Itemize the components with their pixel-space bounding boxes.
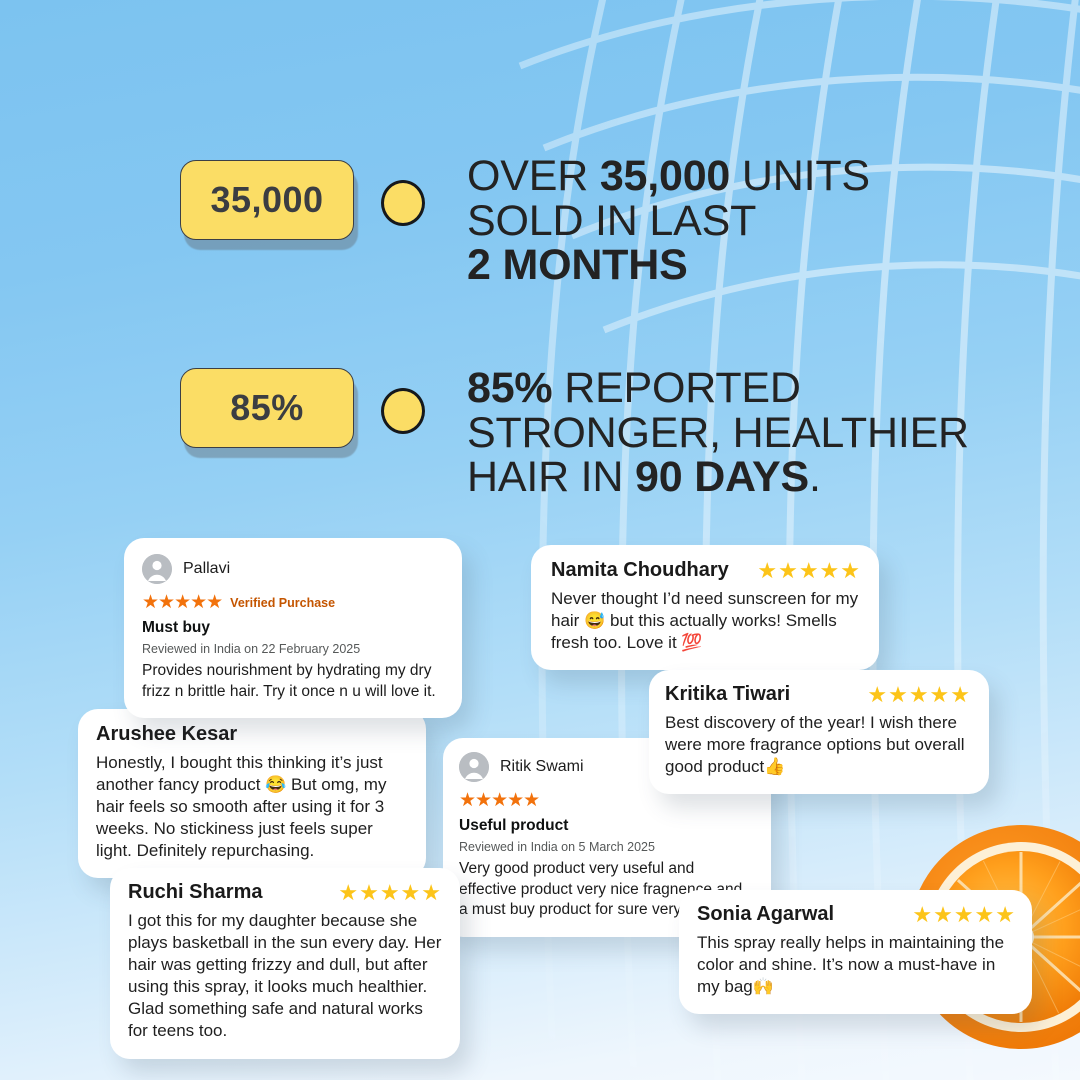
review-body: Best discovery of the year! I wish there… bbox=[665, 713, 965, 777]
reviewer-name: Kritika Tiwari bbox=[665, 683, 791, 705]
rating-row: ★★★★★ Verified Purchase bbox=[142, 593, 446, 612]
star-rating: ★★★★★ bbox=[757, 557, 861, 583]
percent-line2: STRONGER, HEALTHIER bbox=[467, 408, 969, 457]
percent-line1-strong: 85% bbox=[467, 364, 553, 412]
review-header: Pallavi bbox=[142, 554, 446, 584]
percent-headline: 85% REPORTED STRONGER, HEALTHIER HAIR IN… bbox=[467, 366, 969, 500]
review-card-namita[interactable]: Namita Choudhary ★★★★★ Never thought I’d… bbox=[531, 545, 879, 671]
star-rating: ★★★★★ bbox=[912, 901, 1016, 927]
star-rating: ★★★★★ bbox=[867, 681, 971, 707]
reviewer-name: Ritik Swami bbox=[500, 758, 584, 775]
reviewer-name: Pallavi bbox=[183, 560, 231, 577]
star-rating: ★★★★★ bbox=[142, 592, 223, 613]
review-body: This spray really helps in maintaining t… bbox=[697, 933, 1005, 997]
review-body: Never thought I’d need sunscreen for my … bbox=[551, 589, 859, 653]
star-rating: ★★★★★ bbox=[459, 790, 540, 811]
review-body: Honestly, I bought this thinking it’s ju… bbox=[96, 753, 387, 861]
units-badge-value: 35,000 bbox=[210, 179, 324, 220]
verified-purchase-badge: Verified Purchase bbox=[230, 595, 336, 610]
review-meta: Reviewed in India on 5 March 2025 bbox=[459, 840, 655, 854]
review-header: Ruchi Sharma ★★★★★ bbox=[128, 881, 442, 904]
percent-line1-suffix: REPORTED bbox=[552, 364, 801, 412]
star-rating: ★★★★★ bbox=[338, 879, 442, 905]
review-title: Useful product bbox=[459, 817, 569, 834]
stat-badge-wrap: 35,000 bbox=[180, 160, 358, 250]
review-body: I got this for my daughter because she p… bbox=[128, 911, 442, 1041]
avatar-icon bbox=[459, 752, 489, 782]
review-card-arushee[interactable]: Arushee Kesar Honestly, I bought this th… bbox=[78, 709, 426, 879]
review-header: Arushee Kesar bbox=[96, 723, 408, 746]
review-header: Sonia Agarwal ★★★★★ bbox=[697, 903, 1016, 926]
reviewer-name: Sonia Agarwal bbox=[697, 903, 835, 925]
review-card-ruchi[interactable]: Ruchi Sharma ★★★★★ I got this for my dau… bbox=[110, 868, 460, 1059]
review-card-sonia[interactable]: Sonia Agarwal ★★★★★ This spray really he… bbox=[679, 890, 1032, 1015]
review-header: Namita Choudhary ★★★★★ bbox=[551, 559, 861, 582]
units-headline: OVER 35,000 UNITS SOLD IN LAST 2 MONTHS bbox=[467, 154, 870, 288]
percent-line3-prefix: HAIR IN bbox=[467, 453, 636, 502]
percent-line3-suffix: . bbox=[808, 453, 821, 502]
units-badge: 35,000 bbox=[180, 160, 354, 240]
bullet-dot-icon bbox=[381, 388, 425, 434]
review-card-pallavi[interactable]: Pallavi ★★★★★ Verified Purchase Must buy… bbox=[124, 538, 462, 719]
stat-units-sold: 35,000 OVER 35,000 UNITS SOLD IN LAST 2 … bbox=[180, 154, 870, 288]
review-card-kritika[interactable]: Kritika Tiwari ★★★★★ Best discovery of t… bbox=[649, 670, 989, 795]
units-line3-strong: 2 MONTHS bbox=[467, 241, 688, 290]
review-body: Provides nourishment by hydrating my dry… bbox=[142, 662, 436, 700]
stat-badge-wrap: 85% bbox=[180, 368, 358, 458]
reviewer-name: Ruchi Sharma bbox=[128, 881, 263, 903]
reviewer-name: Namita Choudhary bbox=[551, 559, 729, 581]
units-line1-suffix: UNITS bbox=[730, 152, 870, 200]
units-line1-strong: 35,000 bbox=[599, 152, 731, 200]
review-meta: Reviewed in India on 22 February 2025 bbox=[142, 642, 361, 656]
percent-badge: 85% bbox=[180, 368, 354, 448]
stat-stronger-hair: 85% 85% REPORTED STRONGER, HEALTHIER HAI… bbox=[180, 366, 969, 500]
percent-badge-value: 85% bbox=[230, 387, 304, 428]
avatar-icon bbox=[142, 554, 172, 584]
review-header: Kritika Tiwari ★★★★★ bbox=[665, 683, 971, 706]
units-line1-prefix: OVER bbox=[467, 152, 600, 200]
bullet-dot-icon bbox=[381, 180, 425, 226]
percent-line3-strong: 90 DAYS bbox=[635, 453, 809, 502]
rating-row: ★★★★★ bbox=[459, 791, 755, 810]
review-title: Must buy bbox=[142, 619, 211, 636]
reviewer-name: Arushee Kesar bbox=[96, 723, 238, 745]
units-line2: SOLD IN LAST bbox=[467, 196, 757, 245]
